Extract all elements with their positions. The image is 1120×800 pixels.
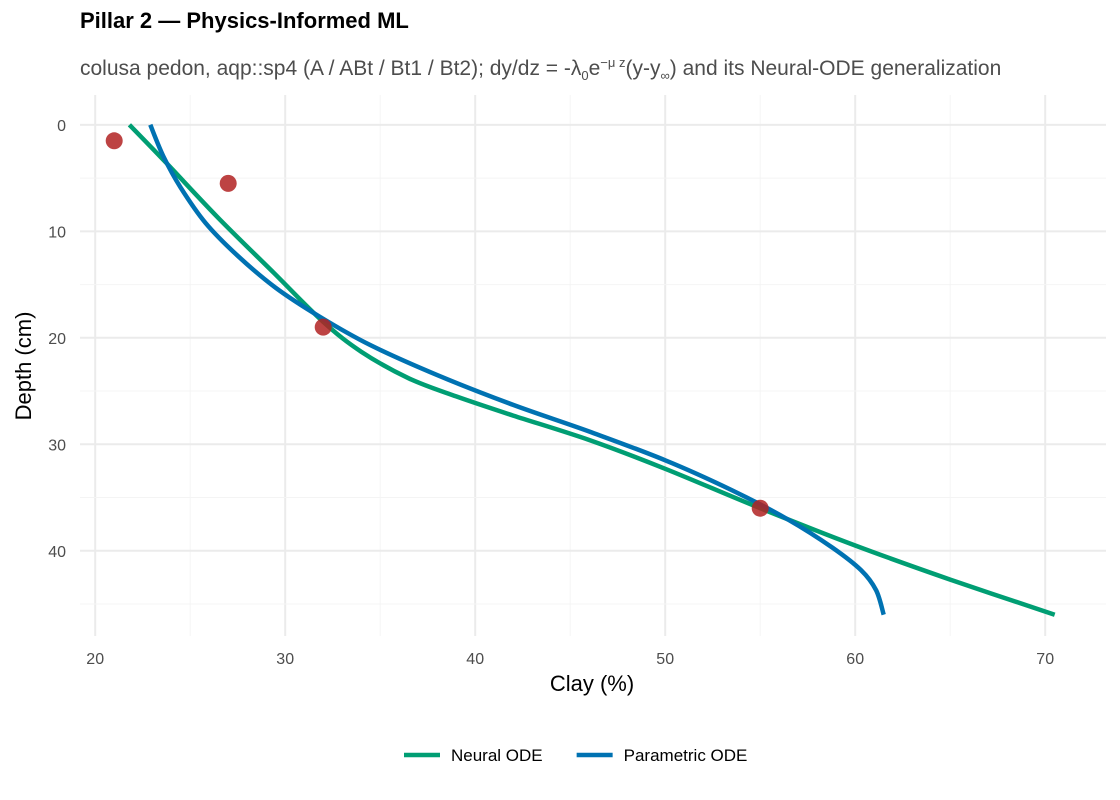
legend-label-neural-ode: Neural ODE — [451, 746, 543, 765]
neural-ode-line — [127, 123, 1056, 617]
chart-subtitle: colusa pedon, aqp::sp4 (A / ABt / Bt1 / … — [80, 55, 1001, 83]
y-tick-label: 40 — [48, 544, 66, 561]
legend-label-parametric-ode: Parametric ODE — [624, 746, 748, 765]
x-tick-label: 20 — [86, 651, 104, 668]
subtitle-sub0: 0 — [581, 68, 589, 84]
subtitle-part4: ) and its Neural-ODE generalization — [669, 57, 1002, 80]
subtitle-part2: e — [588, 57, 601, 80]
x-axis-title: Clay (%) — [550, 671, 634, 696]
y-tick-label: 30 — [48, 437, 66, 454]
observation-points — [105, 132, 769, 517]
x-tick-label: 40 — [466, 651, 484, 668]
y-axis-title: Depth (cm) — [11, 312, 36, 421]
parametric-ode-line — [148, 123, 886, 616]
observation-point — [219, 174, 237, 192]
observation-point — [751, 499, 769, 517]
subtitle-sup: −μ z — [600, 55, 626, 70]
subtitle-part3: (y-y — [625, 57, 661, 80]
x-tick-label: 60 — [846, 651, 864, 668]
y-tick-label: 10 — [48, 224, 66, 241]
y-tick-label: 20 — [48, 331, 66, 348]
legend: Neural ODE Parametric ODE — [404, 746, 747, 765]
x-tick-label: 50 — [656, 651, 674, 668]
subtitle-subinf: ∞ — [660, 68, 670, 84]
y-tick-label: 0 — [57, 118, 66, 135]
x-tick-label: 70 — [1036, 651, 1054, 668]
observation-point — [314, 318, 332, 336]
grid — [80, 95, 1106, 636]
chart-title: Pillar 2 — Physics-Informed ML — [80, 8, 409, 33]
y-tick-labels: 0 10 20 30 40 — [48, 118, 66, 561]
observation-point — [105, 132, 123, 150]
series-lines — [127, 123, 1056, 617]
x-tick-label: 30 — [276, 651, 294, 668]
x-tick-labels: 20 30 40 50 60 70 — [86, 651, 1054, 668]
subtitle-part1: colusa pedon, aqp::sp4 (A / ABt / Bt1 / … — [80, 57, 582, 80]
